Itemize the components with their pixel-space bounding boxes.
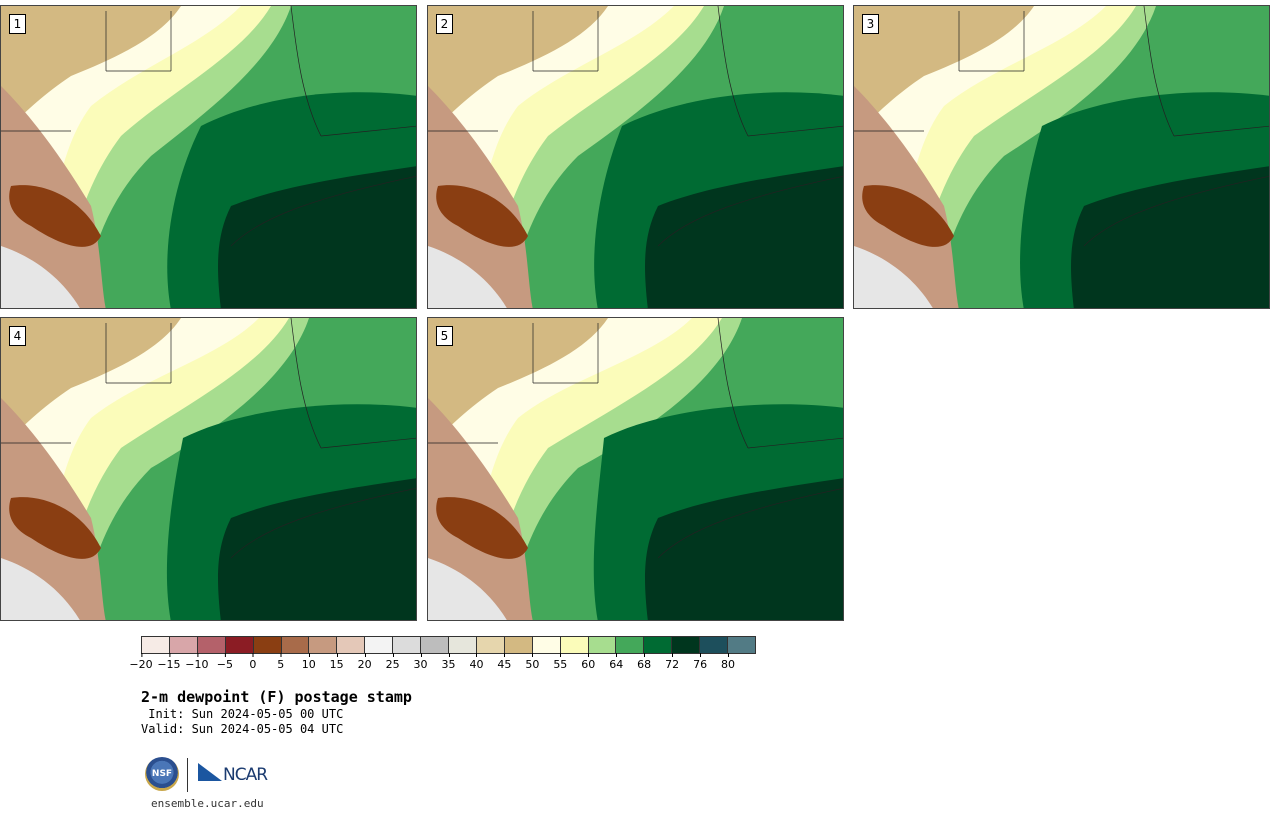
panel-number-label: 1 <box>9 14 26 34</box>
colorbar-tick-label: −15 <box>157 653 181 671</box>
colorbar-tick-label: 60 <box>581 653 595 671</box>
map-region <box>854 6 1106 308</box>
logo-divider <box>187 758 188 792</box>
ncar-logo-icon <box>198 763 222 781</box>
ncar-logo-text: NCAR <box>223 765 268 785</box>
colorbar-cell <box>225 637 254 653</box>
map-region <box>645 478 843 620</box>
init-time: Init: Sun 2024-05-05 00 UTC <box>141 707 344 721</box>
sponsor-logos: NSF NCAR <box>145 756 285 794</box>
colorbar-cell <box>421 637 449 653</box>
colorbar-tick-label: 0 <box>249 653 256 671</box>
nsf-logo-icon: NSF <box>145 757 179 791</box>
map-region <box>645 166 843 308</box>
colorbar-cell <box>393 637 422 653</box>
colorbar-tick-label: 15 <box>330 653 344 671</box>
colorbar-cell <box>644 637 673 653</box>
colorbar-tick-label: 30 <box>414 653 428 671</box>
valid-time: Valid: Sun 2024-05-05 04 UTC <box>141 722 344 736</box>
colorbar-tick-label: 68 <box>637 653 651 671</box>
map-region <box>428 318 608 448</box>
map-region <box>854 6 1269 247</box>
map-region <box>1 318 181 448</box>
colorbar-tick-label: 10 <box>302 653 316 671</box>
colorbar-cell <box>504 637 533 653</box>
colorbar-tick-label: −20 <box>129 653 153 671</box>
product-title: 2-m dewpoint (F) postage stamp <box>141 688 412 706</box>
colorbar-cell <box>728 637 755 653</box>
colorbar-tick-label: 45 <box>497 653 511 671</box>
colorbar-tick-label: 25 <box>386 653 400 671</box>
colorbar-cell <box>169 637 198 653</box>
colorbar-cell <box>532 637 561 653</box>
map-region <box>1 246 80 308</box>
colorbar-cell <box>476 637 505 653</box>
panel-number-label: 2 <box>436 14 453 34</box>
map-region <box>1 558 80 620</box>
map-region <box>428 246 507 308</box>
colorbar-cell <box>588 637 617 653</box>
map-panel[interactable]: 5 <box>427 317 844 621</box>
dewpoint-colorbar <box>141 636 756 654</box>
colorbar-cell <box>197 637 226 653</box>
colorbar-cell <box>281 637 310 653</box>
colorbar-cell <box>142 637 170 653</box>
map-region <box>9 497 101 559</box>
map-region <box>1 318 416 559</box>
panel-number-label: 3 <box>862 14 879 34</box>
map-region <box>428 558 507 620</box>
colorbar-tick-label: 35 <box>442 653 456 671</box>
map-region <box>428 6 843 247</box>
map-region <box>436 497 528 559</box>
colorbar-tick-label: 72 <box>665 653 679 671</box>
map-region <box>428 6 608 136</box>
map-region <box>854 6 1034 136</box>
colorbar-cell <box>253 637 282 653</box>
map-region <box>1 318 259 620</box>
map-region <box>218 166 416 308</box>
map-region <box>9 185 101 247</box>
colorbar-tick-label: 55 <box>553 653 567 671</box>
map-panel[interactable]: 3 <box>853 5 1270 309</box>
colorbar-tick-label: 80 <box>721 653 735 671</box>
colorbar-tick-label: 20 <box>358 653 372 671</box>
colorbar-cell <box>337 637 366 653</box>
colorbar-cell <box>700 637 729 653</box>
map-region <box>218 478 416 620</box>
colorbar-cell <box>448 637 477 653</box>
map-region <box>1 6 416 247</box>
colorbar-tick-label: −5 <box>217 653 233 671</box>
panel-number-label: 5 <box>436 326 453 346</box>
map-region <box>854 246 933 308</box>
colorbar-tick-label: 5 <box>277 653 284 671</box>
map-region <box>862 185 954 247</box>
map-panel[interactable]: 2 <box>427 5 844 309</box>
colorbar-ticks: −20 −15 −10 −5 0 5 10 15 20 25 30 35 40 45 50 55 60 64 68 7… <box>129 653 756 674</box>
colorbar-cell <box>365 637 394 653</box>
colorbar-tick-label: 50 <box>525 653 539 671</box>
map-region <box>1 6 181 136</box>
map-region <box>428 318 843 559</box>
map-region <box>1071 166 1269 308</box>
colorbar-cell <box>309 637 338 653</box>
colorbar-cell <box>560 637 589 653</box>
colorbar-tick-label: 64 <box>609 653 623 671</box>
panel-number-label: 4 <box>9 326 26 346</box>
map-panel[interactable]: 4 <box>0 317 417 621</box>
colorbar-cell <box>672 637 701 653</box>
colorbar-tick-label: 76 <box>693 653 707 671</box>
colorbar-cell <box>616 637 645 653</box>
map-region <box>436 185 528 247</box>
colorbar-tick-label: −10 <box>185 653 209 671</box>
map-panel[interactable]: 1 <box>0 5 417 309</box>
website-url: ensemble.ucar.edu <box>151 797 264 810</box>
colorbar-tick-label: 40 <box>469 653 483 671</box>
map-region <box>428 318 692 620</box>
